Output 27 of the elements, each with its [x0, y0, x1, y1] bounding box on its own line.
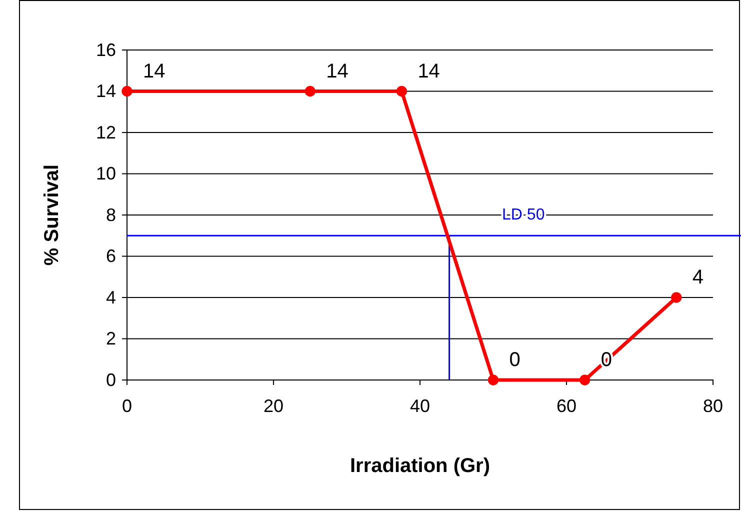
point	[488, 374, 499, 386]
y-tick-label: 8	[106, 204, 116, 225]
y-tick-label: 10	[96, 164, 116, 184]
y-tick-label: 12	[96, 122, 116, 142]
x-tick-label: 0	[122, 396, 132, 416]
x-tick-label: 80	[702, 396, 724, 416]
data-label: 4	[692, 266, 704, 288]
data-label: 14	[143, 60, 166, 82]
data-label: 0	[509, 349, 520, 371]
y-tick-label: 2	[106, 328, 116, 349]
y-tick-label: 0	[106, 370, 116, 390]
data-label: 14	[418, 60, 440, 82]
x-tick-label: 20	[263, 396, 284, 416]
y-axis-title: % Survival	[41, 164, 63, 266]
y-tick-label: 14	[96, 81, 116, 102]
point	[579, 374, 590, 386]
y-tick-label: 16	[96, 40, 116, 60]
data-label: 14	[326, 60, 348, 82]
point	[671, 292, 682, 303]
x-tick-label: 60	[556, 396, 577, 416]
point	[304, 86, 316, 97]
x-tick-label: 40	[410, 396, 430, 416]
point	[396, 86, 408, 97]
x-axis-title: Irradiation (Gr)	[350, 455, 490, 477]
y-tick-label: 4	[106, 287, 116, 308]
point	[122, 86, 132, 97]
y-tick-label: 6	[106, 246, 116, 266]
